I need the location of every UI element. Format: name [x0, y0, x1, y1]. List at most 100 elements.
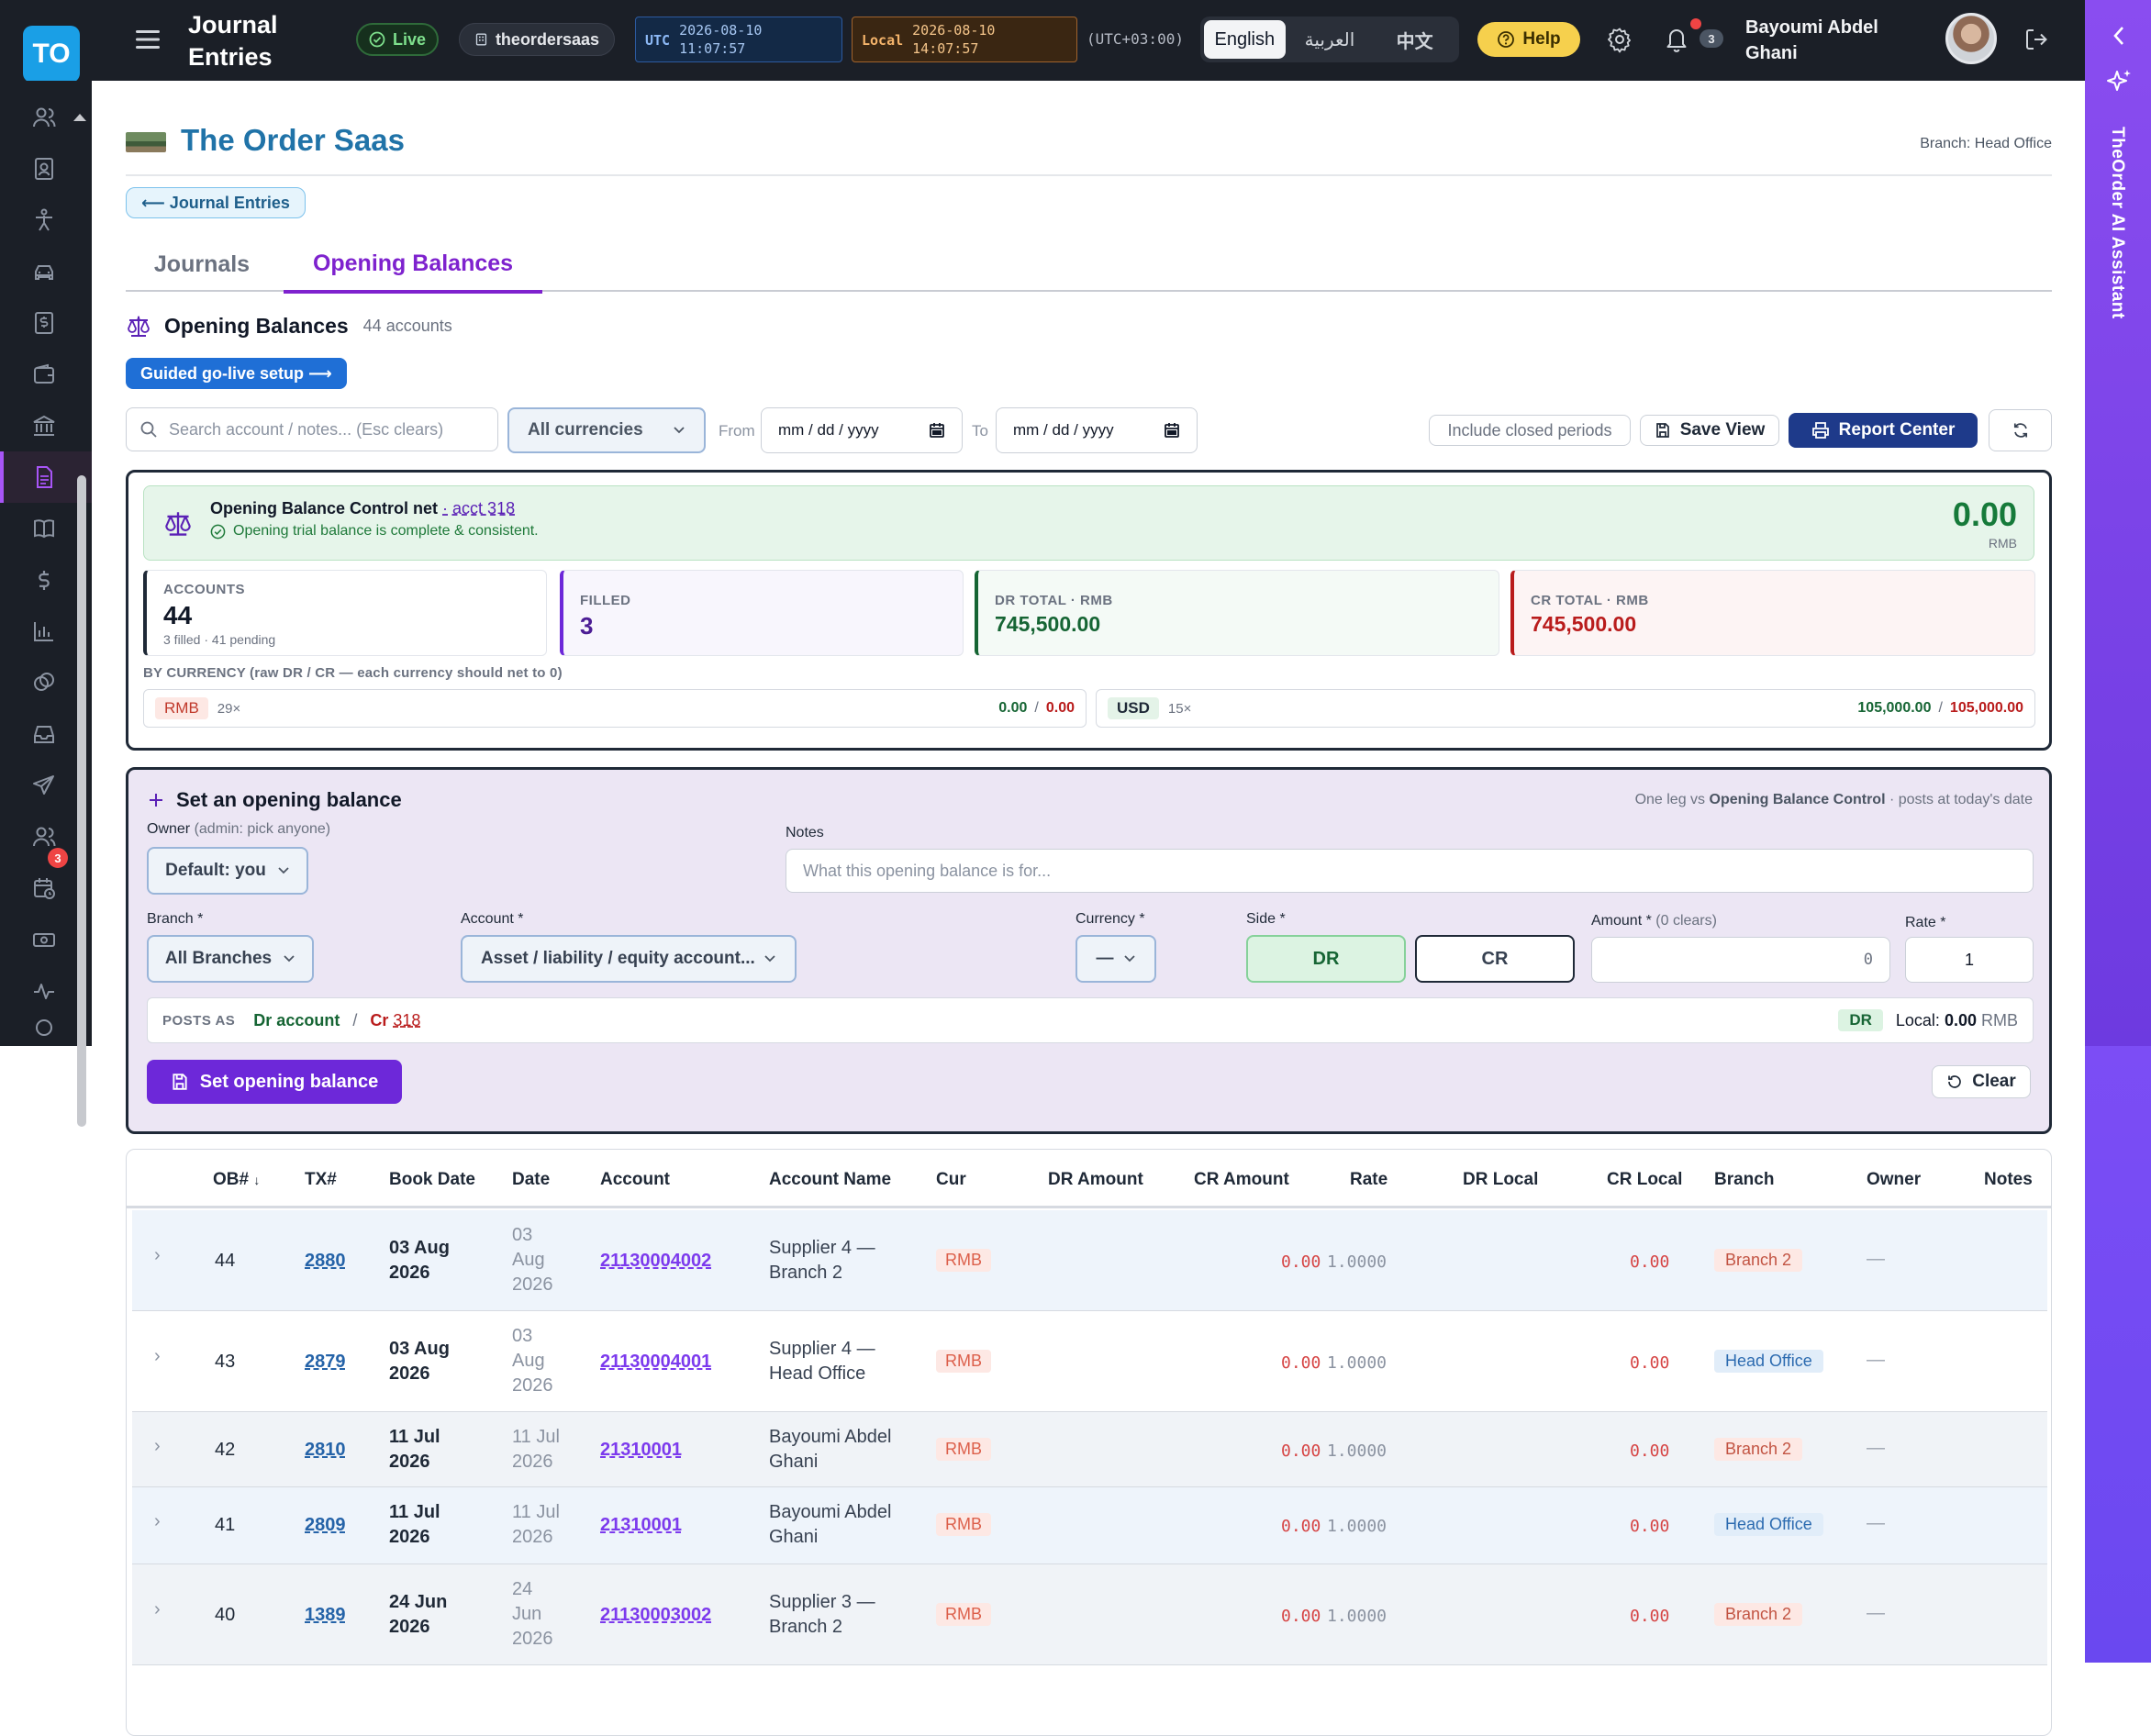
menu-icon[interactable] [132, 26, 163, 53]
column-account[interactable]: Account [600, 1170, 670, 1189]
refresh-button[interactable] [1989, 409, 2052, 451]
sidebar-item-users[interactable] [0, 92, 92, 143]
ai-assistant-panel[interactable] [2085, 0, 2151, 1046]
sidebar-item-cash[interactable] [0, 914, 92, 965]
sparkles-icon[interactable] [2105, 68, 2133, 97]
expand-chevron-icon[interactable]: › [154, 1436, 161, 1456]
side-dr-button[interactable]: DR [1246, 935, 1406, 983]
account-select[interactable]: Asset / liability / equity account... [461, 935, 797, 983]
amount-input[interactable]: 0 [1591, 937, 1890, 983]
table-row[interactable]: › 42 2810 11 Jul 2026 11 Jul 2026 21310001… [132, 1412, 2047, 1487]
scroll-up-arrow[interactable] [73, 114, 86, 121]
column-book-date[interactable]: Book Date [389, 1170, 475, 1189]
sidebar-item-team[interactable] [0, 811, 92, 862]
page-title-line: Journal [188, 11, 278, 39]
ai-assistant-panel-extension [2085, 1046, 2151, 1663]
language-english[interactable]: English [1204, 20, 1286, 59]
search-input[interactable]: Search account / notes... (Esc clears) [126, 407, 498, 451]
sidebar-scrollbar[interactable] [77, 475, 86, 1127]
tx-link[interactable]: 2880 [305, 1251, 346, 1271]
column-notes[interactable]: Notes [1984, 1170, 2033, 1189]
column-tx[interactable]: TX# [305, 1170, 337, 1189]
branch-select[interactable]: All Branches [147, 935, 314, 983]
column-currency[interactable]: Cur [936, 1170, 966, 1189]
column-branch[interactable]: Branch [1714, 1170, 1775, 1189]
column-owner[interactable]: Owner [1867, 1170, 1922, 1189]
tx-link[interactable]: 2879 [305, 1352, 346, 1372]
side-cr-button[interactable]: CR [1415, 935, 1575, 983]
sidebar-item-inbox[interactable] [0, 708, 92, 760]
table-row[interactable]: › 44 2880 03 Aug 2026 03 Aug 2026 211300040… [132, 1210, 2047, 1311]
sidebar-item-activity[interactable] [0, 965, 92, 1017]
column-dr-local[interactable]: DR Local [1463, 1170, 1539, 1189]
language-arabic[interactable]: العربية [1304, 29, 1355, 50]
column-ob[interactable]: OB# ↓ [213, 1170, 260, 1190]
set-opening-balance-button[interactable]: Set opening balance [147, 1060, 402, 1104]
to-date-input[interactable]: mm / dd / yyyy [996, 407, 1198, 453]
report-center-button[interactable]: Report Center [1789, 413, 1978, 448]
table-row[interactable]: › 43 2879 03 Aug 2026 03 Aug 2026 211300040… [132, 1311, 2047, 1412]
notifications-button[interactable]: 3 [1663, 18, 1723, 57]
owner-select[interactable]: Default: you [147, 847, 308, 895]
column-cr-amount[interactable]: CR Amount [1194, 1170, 1289, 1189]
column-rate[interactable]: Rate [1350, 1170, 1388, 1189]
tx-link[interactable]: 1389 [305, 1605, 346, 1625]
tenant-selector[interactable]: theordersaas [459, 23, 615, 56]
calendar-icon[interactable] [1164, 422, 1180, 439]
sidebar-item-vehicles[interactable] [0, 246, 92, 297]
account-link[interactable]: 21310001 [600, 1440, 682, 1460]
expand-chevron-icon[interactable]: › [154, 1599, 161, 1619]
rate-input[interactable]: 1 [1905, 937, 2034, 983]
expand-chevron-icon[interactable]: › [154, 1346, 161, 1366]
avatar[interactable] [1945, 13, 1997, 64]
include-closed-periods-toggle[interactable]: Include closed periods [1429, 415, 1631, 446]
language-chinese[interactable]: 中文 [1396, 31, 1433, 52]
app-logo[interactable]: TO [23, 26, 80, 83]
column-date[interactable]: Date [512, 1170, 551, 1189]
posts-cr-account[interactable]: 318 [393, 1010, 421, 1029]
sidebar-item-settings[interactable] [0, 1009, 92, 1046]
currency-select[interactable]: — [1076, 935, 1156, 983]
column-account-name[interactable]: Account Name [769, 1170, 892, 1189]
back-to-journal-entries-link[interactable]: ⟵ Journal Entries [126, 187, 306, 218]
sidebar-item-payments[interactable] [0, 554, 92, 606]
table-row[interactable]: › 40 1389 24 Jun 2026 24 Jun 2026 211300030… [132, 1564, 2047, 1665]
sidebar-item-coins[interactable] [0, 657, 92, 708]
table-row[interactable]: › 41 2809 11 Jul 2026 11 Jul 2026 21310001… [132, 1487, 2047, 1564]
sidebar-item-banking[interactable] [0, 400, 92, 451]
currency-filter-select[interactable]: All currencies [507, 407, 706, 453]
account-link[interactable]: 21130004001 [600, 1352, 712, 1372]
sidebar-item-schedule[interactable] [0, 862, 92, 914]
expand-chevron-icon[interactable]: › [154, 1245, 161, 1265]
gear-icon[interactable] [1606, 26, 1633, 53]
from-date-input[interactable]: mm / dd / yyyy [761, 407, 963, 453]
control-account-link[interactable]: · acct 318 [442, 499, 516, 517]
account-link[interactable]: 21130004002 [600, 1251, 712, 1271]
tx-link[interactable]: 2810 [305, 1440, 346, 1460]
sidebar-item-messages[interactable] [0, 760, 92, 811]
guided-golive-button[interactable]: Guided go-live setup ⟶ [126, 358, 347, 389]
clear-button[interactable]: Clear [1932, 1065, 2031, 1098]
column-cr-local[interactable]: CR Local [1607, 1170, 1683, 1189]
tab-opening-balances[interactable]: Opening Balances [284, 237, 542, 294]
calendar-icon[interactable] [929, 422, 945, 439]
logout-icon[interactable] [2023, 26, 2050, 53]
sidebar-item-people[interactable] [0, 195, 92, 246]
column-dr-amount[interactable]: DR Amount [1048, 1170, 1143, 1189]
sidebar-item-ledger[interactable] [0, 503, 92, 554]
tab-journals[interactable]: Journals [153, 250, 251, 277]
sidebar-item-journal-entries[interactable] [0, 451, 92, 503]
save-view-button[interactable]: Save View [1640, 415, 1779, 446]
sidebar-item-contacts[interactable] [0, 143, 92, 195]
notes-input[interactable]: What this opening balance is for... [786, 849, 2034, 893]
sidebar-item-wallet[interactable] [0, 349, 92, 400]
tx-link[interactable]: 2809 [305, 1515, 346, 1535]
account-link[interactable]: 21130003002 [600, 1605, 712, 1625]
user-name[interactable]: Bayoumi Abdel Ghani [1745, 15, 1911, 66]
account-link[interactable]: 21310001 [600, 1515, 682, 1535]
expand-chevron-icon[interactable]: › [154, 1511, 161, 1531]
help-button[interactable]: Help [1477, 22, 1580, 57]
sidebar-item-reports[interactable] [0, 606, 92, 657]
sidebar-item-invoices[interactable] [0, 297, 92, 349]
chevron-left-icon[interactable] [2109, 22, 2129, 50]
